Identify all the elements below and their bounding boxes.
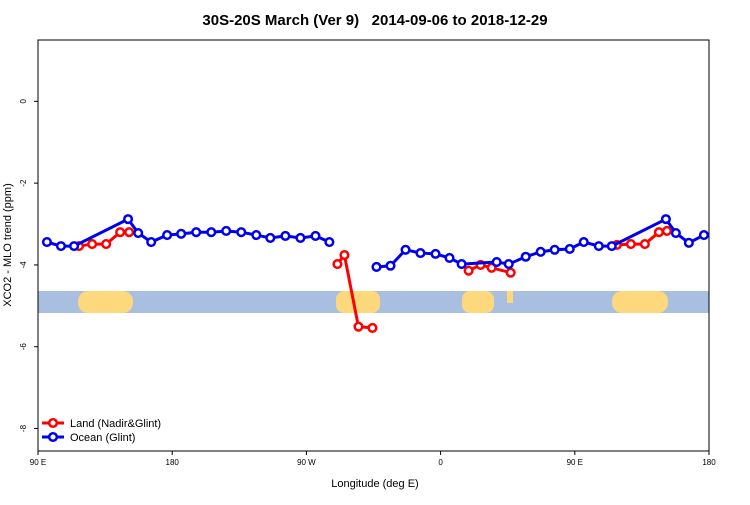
point	[606, 241, 617, 252]
point	[371, 261, 382, 273]
point	[639, 239, 650, 250]
land-blob	[336, 291, 380, 313]
y-tick-label: 0	[19, 99, 28, 104]
point	[69, 241, 80, 252]
point	[339, 250, 350, 261]
point	[310, 230, 321, 241]
legend-marker	[47, 417, 59, 429]
point	[41, 236, 52, 248]
point	[124, 227, 135, 238]
legend-label: Land (Nadir&Glint)	[70, 418, 161, 430]
point	[251, 230, 262, 241]
point	[520, 251, 531, 262]
point	[491, 257, 502, 268]
chart-title: 30S-20S March (Ver 9) 2014-09-06 to 2018…	[202, 12, 547, 29]
point	[625, 239, 636, 250]
point	[698, 230, 709, 241]
x-tick-label: 180	[702, 458, 716, 467]
land-blob	[507, 291, 513, 303]
point	[133, 227, 144, 239]
point	[146, 236, 157, 248]
point	[661, 225, 673, 237]
point	[353, 321, 364, 332]
land-blob	[612, 291, 668, 313]
series-line	[46, 217, 705, 269]
point	[162, 230, 173, 241]
point	[653, 227, 664, 238]
point	[549, 244, 560, 255]
point	[503, 259, 514, 270]
land-blob	[462, 291, 494, 313]
point	[400, 244, 411, 255]
point	[101, 239, 112, 250]
land-blob	[78, 291, 133, 313]
point	[415, 248, 426, 259]
legend-marker	[47, 431, 59, 443]
land-mask	[38, 291, 709, 313]
point	[123, 214, 134, 225]
point	[505, 267, 516, 278]
point	[456, 259, 467, 270]
point	[683, 237, 694, 248]
y-tick-label: -8	[19, 424, 28, 432]
point	[535, 246, 546, 257]
plot-frame	[37, 39, 710, 452]
point	[385, 260, 396, 271]
y-tick-label: -4	[19, 261, 28, 269]
point	[87, 239, 98, 250]
x-axis-label: Longitude (deg E)	[331, 478, 418, 490]
point	[660, 214, 671, 225]
point	[367, 322, 378, 333]
y-axis-label: XCO2 - MLO trend (ppm)	[2, 183, 14, 306]
point	[324, 236, 335, 248]
legend-label: Ocean (Glint)	[70, 432, 135, 444]
point	[593, 241, 604, 252]
point	[430, 248, 441, 259]
x-tick-label: 180	[166, 458, 180, 467]
point	[332, 259, 343, 270]
x-tick-label: 0	[438, 458, 443, 467]
point	[115, 227, 126, 238]
point	[236, 227, 247, 238]
x-tick-label: 90 E	[30, 458, 46, 467]
y-tick-label: -2	[19, 179, 28, 187]
point	[206, 227, 217, 238]
point	[564, 243, 575, 255]
point	[578, 236, 589, 248]
x-tick-label: 90 W	[297, 458, 316, 467]
point	[463, 265, 474, 276]
point	[280, 230, 291, 241]
point	[221, 225, 232, 237]
point	[55, 241, 67, 252]
point	[265, 232, 276, 243]
point	[295, 232, 306, 243]
point	[670, 227, 681, 239]
point	[176, 228, 187, 239]
point	[444, 252, 455, 264]
point	[191, 227, 202, 238]
x-tick-label: 90 E	[567, 458, 583, 467]
y-tick-label: -6	[19, 343, 28, 351]
